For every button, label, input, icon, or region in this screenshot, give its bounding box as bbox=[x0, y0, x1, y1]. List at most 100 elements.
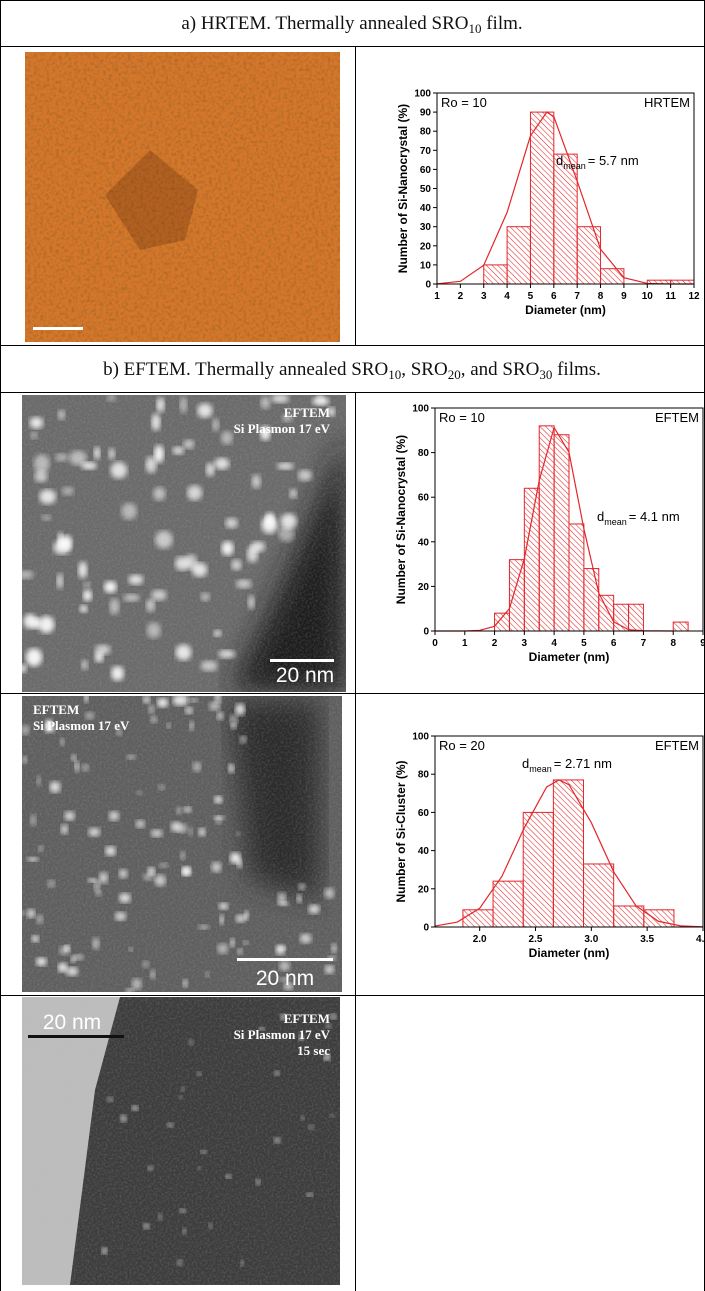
spot bbox=[94, 644, 111, 655]
spot bbox=[279, 961, 291, 971]
spot bbox=[38, 845, 44, 852]
spot bbox=[85, 712, 95, 720]
x-tick-label: 4 bbox=[504, 291, 510, 302]
spot bbox=[299, 933, 312, 944]
histogram-bar bbox=[522, 811, 554, 928]
spot bbox=[150, 969, 156, 980]
spot bbox=[221, 431, 233, 445]
histogram-bar bbox=[600, 268, 625, 285]
y-tick-label: 80 bbox=[418, 770, 430, 781]
spot bbox=[41, 514, 52, 521]
histogram-bar bbox=[506, 226, 531, 285]
series-label: Ro = 10 bbox=[439, 410, 485, 425]
spot bbox=[54, 453, 69, 462]
x-tick-label: 9 bbox=[621, 291, 627, 302]
mean-subscript: mean bbox=[529, 764, 552, 774]
spot bbox=[273, 1137, 281, 1144]
x-tick-label: 2 bbox=[458, 291, 464, 302]
spot bbox=[230, 938, 235, 948]
x-tick-label: 3 bbox=[522, 638, 528, 649]
histogram-bar bbox=[553, 153, 578, 285]
spot bbox=[145, 456, 157, 474]
x-tick-label: 6 bbox=[611, 638, 617, 649]
spot bbox=[143, 1223, 150, 1229]
spot bbox=[39, 489, 56, 505]
histogram-bar bbox=[598, 594, 615, 632]
micrograph-eftem-ro20 bbox=[22, 696, 342, 992]
histogram-bar bbox=[568, 523, 585, 632]
spot bbox=[131, 1105, 138, 1111]
spot bbox=[150, 716, 158, 723]
spot bbox=[87, 878, 97, 883]
spot bbox=[60, 824, 68, 835]
spot bbox=[81, 763, 90, 772]
spot bbox=[211, 861, 222, 873]
spot bbox=[205, 462, 215, 477]
x-tick-label: 12 bbox=[688, 291, 700, 302]
spot bbox=[166, 1122, 174, 1128]
spot bbox=[99, 871, 108, 884]
image-label: EFTEM bbox=[33, 702, 79, 717]
spot bbox=[324, 887, 335, 899]
spot bbox=[214, 457, 230, 470]
spot bbox=[212, 418, 219, 432]
spot bbox=[235, 703, 245, 716]
y-tick-label: 80 bbox=[420, 127, 432, 138]
spot bbox=[239, 735, 247, 744]
histogram-bar bbox=[523, 487, 540, 632]
spot bbox=[180, 1086, 185, 1092]
spot bbox=[142, 873, 154, 881]
spot bbox=[191, 562, 208, 577]
plot-frame bbox=[436, 92, 695, 285]
spot bbox=[22, 756, 28, 764]
mean-symbol: d bbox=[597, 509, 604, 524]
spot bbox=[108, 448, 115, 460]
method-label: EFTEM bbox=[655, 738, 699, 753]
spot bbox=[33, 454, 50, 473]
spot bbox=[260, 425, 271, 441]
spot bbox=[111, 665, 124, 681]
spot bbox=[200, 592, 210, 602]
spot bbox=[279, 977, 291, 982]
y-tick-label: 60 bbox=[420, 165, 432, 176]
spot bbox=[274, 1070, 280, 1076]
mean-annotation: dmean = 4.1 nm bbox=[597, 509, 680, 527]
spot bbox=[323, 1053, 331, 1061]
spot bbox=[30, 814, 37, 827]
histogram-bar bbox=[462, 909, 494, 928]
spot bbox=[74, 760, 80, 773]
spot bbox=[197, 1071, 202, 1076]
y-tick-label: 20 bbox=[420, 241, 432, 252]
x-tick-label: 10 bbox=[642, 291, 654, 302]
fit-curve bbox=[435, 426, 674, 632]
panel-title: b) EFTEM. Thermally annealed SRO10, SRO2… bbox=[103, 359, 601, 382]
spot bbox=[154, 445, 164, 463]
spot bbox=[281, 414, 293, 423]
mean-annotation: dmean = 5.7 nm bbox=[556, 153, 639, 171]
x-tick-label: 9 bbox=[700, 638, 705, 649]
spot bbox=[308, 1124, 315, 1130]
spot bbox=[61, 486, 74, 496]
spot bbox=[84, 696, 89, 703]
y-tick-label: 80 bbox=[418, 448, 430, 459]
spot bbox=[277, 892, 287, 904]
spot bbox=[327, 407, 335, 417]
spot bbox=[29, 416, 44, 429]
y-tick-label: 0 bbox=[425, 280, 431, 291]
spot bbox=[22, 910, 26, 916]
x-axis-label: Diameter (nm) bbox=[529, 650, 610, 664]
histogram-bar bbox=[529, 111, 555, 285]
spot bbox=[312, 397, 330, 406]
y-tick-label: 100 bbox=[412, 404, 429, 415]
spot bbox=[205, 971, 210, 978]
spot bbox=[93, 446, 101, 460]
histogram-bar bbox=[552, 779, 585, 928]
spot bbox=[30, 431, 38, 440]
spot bbox=[260, 396, 271, 409]
x-tick-label: 7 bbox=[641, 638, 647, 649]
histogram-bar bbox=[613, 603, 630, 632]
y-tick-label: 70 bbox=[420, 146, 432, 157]
spot bbox=[183, 439, 195, 449]
spot bbox=[325, 1023, 332, 1029]
y-tick-label: 0 bbox=[423, 923, 429, 934]
